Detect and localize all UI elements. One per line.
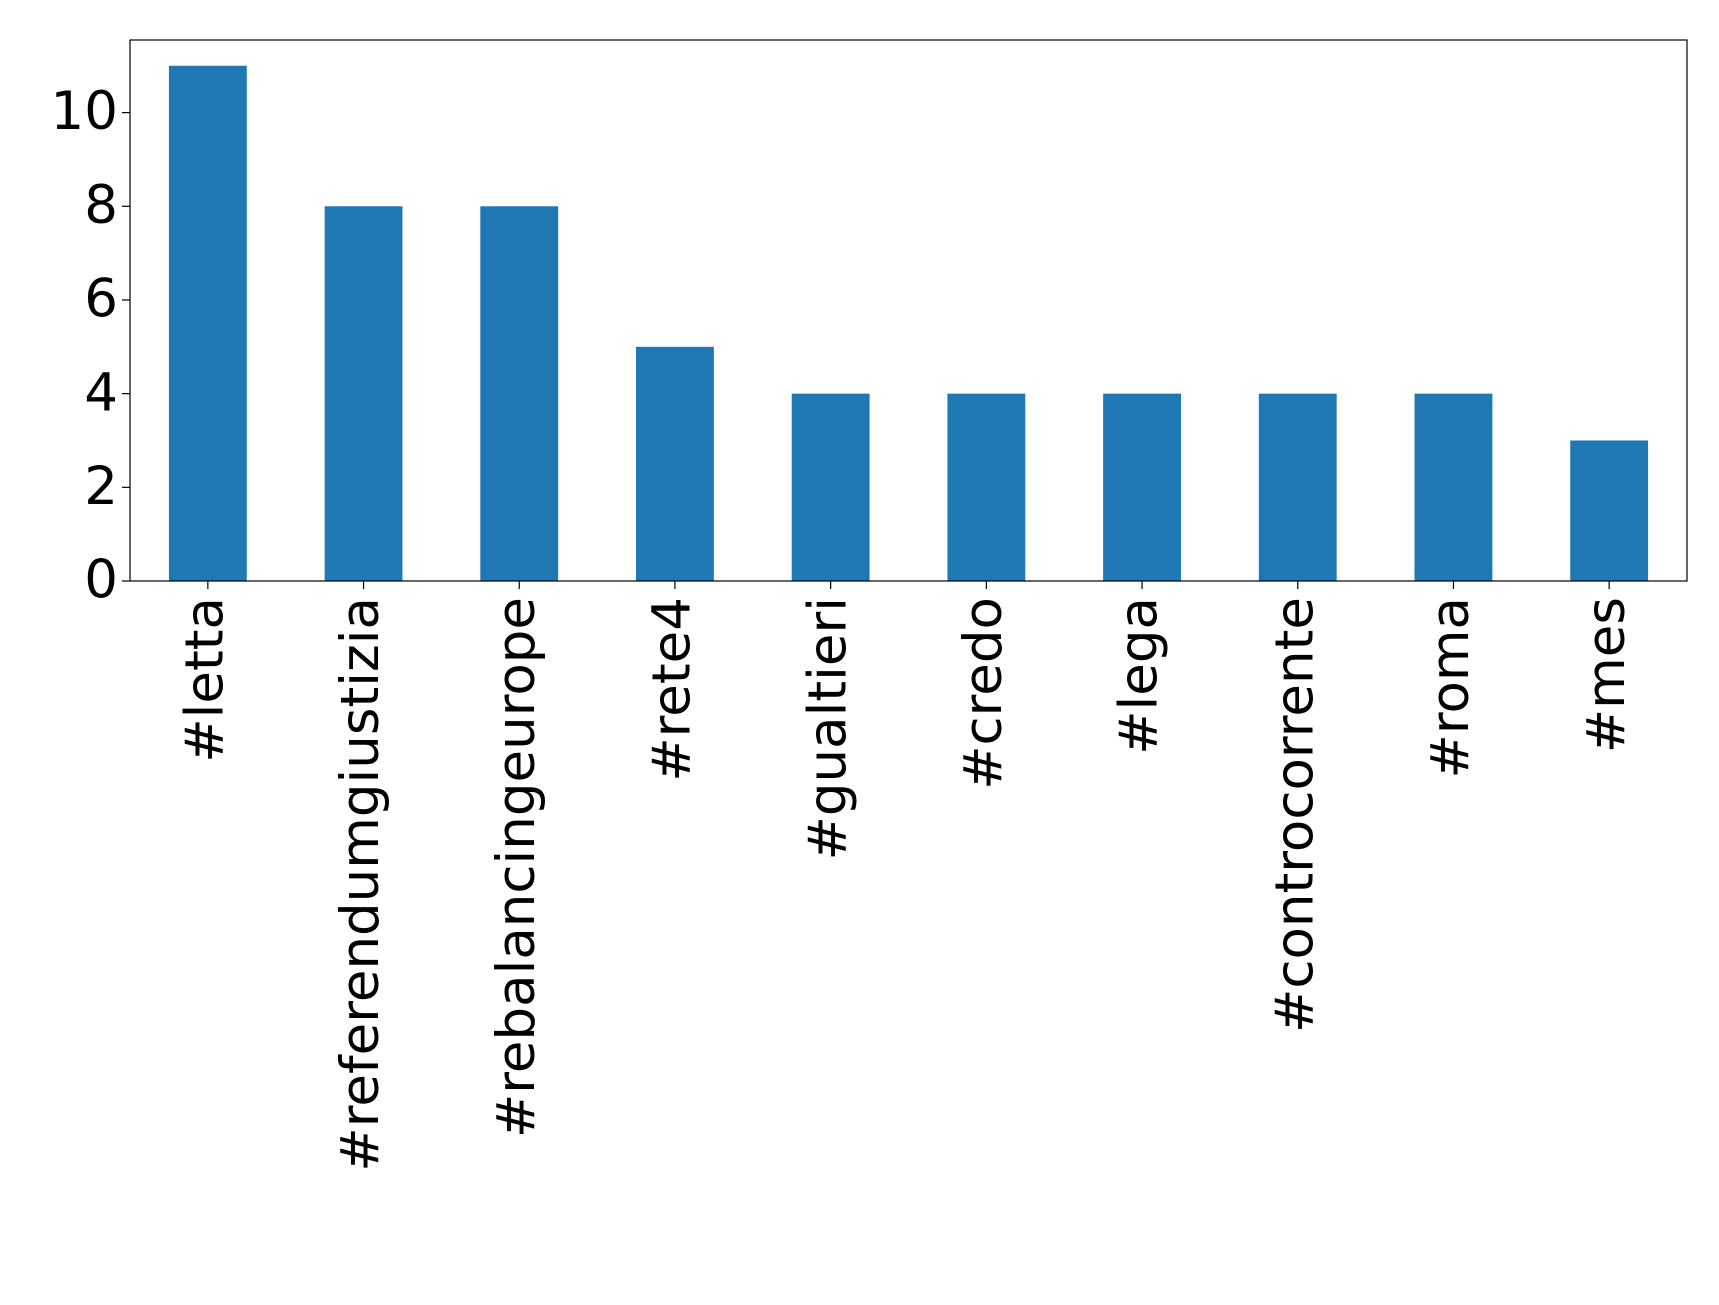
y-tick-label: 0 [84, 550, 118, 611]
x-tick-label: #controcorrente [1264, 597, 1325, 1033]
x-tick-label: #mes [1576, 597, 1637, 753]
y-tick-label: 6 [84, 269, 118, 330]
bar [480, 206, 559, 582]
x-tick-label: #letta [174, 597, 235, 763]
x-tick-label: #gualtieri [797, 597, 858, 860]
x-tick-label: #rebalancingeurope [486, 597, 547, 1138]
bar [1103, 393, 1181, 581]
bar [947, 393, 1026, 581]
bar [1414, 393, 1493, 581]
x-tick-label: #lega [1109, 597, 1170, 755]
plot-frame [129, 39, 1688, 582]
y-tick-label: 4 [84, 362, 118, 423]
x-tick-label: #roma [1420, 597, 1481, 779]
bar [168, 65, 247, 581]
y-tick-label: 2 [84, 456, 118, 517]
bar [1570, 440, 1649, 581]
bar [636, 346, 714, 581]
x-tick-label: #rete4 [642, 597, 703, 782]
bar [1258, 393, 1337, 581]
x-tick-label: #credo [953, 597, 1014, 790]
y-tick-label: 8 [84, 175, 118, 236]
x-tick-label: #referendumgiustizia [330, 597, 391, 1172]
bar [791, 393, 870, 581]
y-tick-label: 10 [51, 81, 118, 142]
bar [324, 206, 403, 582]
